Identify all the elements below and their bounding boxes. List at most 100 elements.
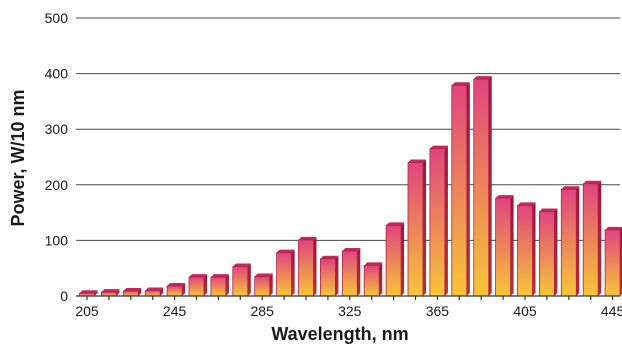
bar-top — [123, 287, 142, 291]
bar-front — [144, 290, 161, 297]
bar — [254, 273, 273, 297]
bar — [407, 159, 426, 297]
bar-top — [298, 236, 317, 240]
bar — [582, 180, 602, 297]
bar-top — [473, 76, 492, 80]
bar-side — [204, 274, 207, 296]
bar-side — [444, 145, 448, 296]
bar-side — [94, 290, 98, 296]
bar — [276, 249, 295, 297]
bar-top — [451, 82, 470, 86]
y-tick-label: 400 — [45, 66, 69, 82]
bar-side — [269, 273, 273, 296]
bar-front — [188, 276, 205, 297]
bar-side — [313, 236, 317, 296]
x-tick-label: 245 — [163, 303, 187, 319]
bar-side — [225, 274, 229, 296]
bar-top — [145, 287, 164, 291]
bar-front — [604, 229, 621, 297]
y-tick-label: 0 — [60, 288, 68, 304]
bar-top — [276, 249, 295, 253]
bar — [495, 195, 514, 297]
bar-side — [379, 262, 383, 296]
bar-side — [138, 287, 142, 296]
bar-top — [386, 222, 405, 226]
bar-front — [407, 162, 424, 297]
bar — [341, 247, 361, 297]
bar — [298, 236, 317, 297]
x-tick-label: 405 — [513, 303, 537, 319]
bar-top — [342, 247, 361, 251]
bar-front — [517, 204, 533, 297]
bar — [451, 82, 470, 297]
bar-front — [363, 265, 380, 297]
bar-top — [364, 262, 383, 266]
bar — [319, 255, 339, 297]
bar-front — [319, 258, 336, 297]
bar — [604, 226, 622, 297]
bar-front — [539, 211, 555, 297]
x-tick-label: 205 — [75, 303, 99, 319]
bar-top — [167, 282, 186, 286]
bar-top — [561, 186, 580, 190]
bar-top — [583, 180, 602, 184]
bar — [429, 145, 448, 297]
bar-side — [466, 82, 470, 296]
bar-front — [254, 276, 271, 297]
x-tick-label: 285 — [251, 303, 275, 319]
bar-top — [210, 274, 229, 278]
y-tick-label: 100 — [45, 232, 69, 248]
bar-front — [232, 266, 249, 297]
bar-side — [488, 76, 492, 296]
bar-front — [429, 148, 446, 297]
bar — [210, 274, 229, 297]
bar — [122, 287, 142, 297]
x-axis-title: Wavelength, nm — [271, 324, 408, 344]
bar — [385, 222, 405, 297]
bar-side — [335, 255, 339, 296]
bar-side — [182, 282, 186, 296]
bar — [539, 208, 558, 297]
bar-top — [320, 255, 339, 259]
bar-top — [408, 159, 426, 163]
bar-front — [451, 84, 468, 297]
bar-front — [341, 250, 358, 297]
tick-labels: 0 100 200 300 400 500 205 245 285 325 365 405 445 — [45, 10, 622, 319]
bar-side — [160, 287, 164, 296]
bar-front — [166, 285, 183, 297]
bar — [517, 202, 536, 297]
bar-front — [210, 276, 227, 297]
gridlines — [76, 17, 620, 241]
bar — [101, 289, 120, 297]
bar-side — [598, 180, 602, 296]
bar — [188, 274, 207, 297]
y-tick-label: 200 — [45, 177, 69, 193]
bar-front — [298, 239, 314, 297]
bar — [232, 263, 251, 297]
bar — [560, 186, 580, 297]
bar-side — [357, 247, 361, 296]
x-tick-label: 365 — [426, 303, 450, 319]
bar-top — [254, 273, 273, 277]
bar — [473, 76, 492, 297]
bar-side — [423, 159, 426, 296]
bar-side — [401, 222, 405, 296]
x-tick-label: 325 — [338, 303, 362, 319]
bar-front — [276, 252, 293, 297]
bar-front — [495, 197, 512, 297]
bar-side — [291, 249, 295, 296]
bar-front — [560, 188, 577, 297]
bar-side — [576, 186, 580, 296]
bar-top — [232, 263, 251, 267]
bar — [144, 287, 164, 297]
bar-top — [79, 290, 98, 294]
bar-top — [517, 202, 536, 206]
bar-top — [539, 208, 558, 212]
y-tick-label: 300 — [45, 121, 69, 137]
bar-top — [605, 226, 622, 230]
axes — [76, 295, 620, 300]
bar-side — [532, 202, 536, 296]
x-tick-label: 445 — [601, 303, 622, 319]
bar-side — [247, 263, 251, 296]
